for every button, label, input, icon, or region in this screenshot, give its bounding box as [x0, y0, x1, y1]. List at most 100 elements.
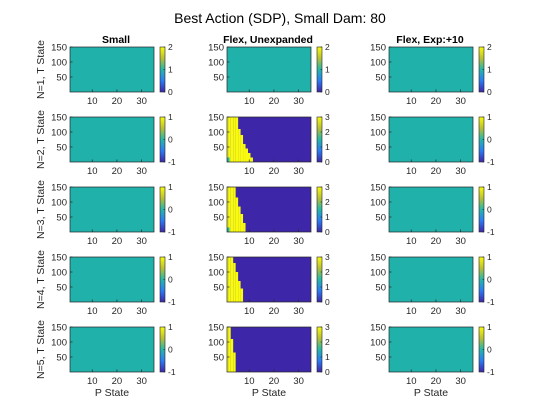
colorbar-tick-label: 2 — [325, 267, 330, 277]
heatmap-field — [70, 257, 154, 302]
colorbar — [316, 256, 323, 303]
y-tick-label: 100 — [208, 267, 224, 278]
colorbar-tick-label: 3 — [325, 252, 330, 262]
x-axis-label: P State — [252, 387, 286, 399]
x-tick-label: 20 — [431, 96, 442, 107]
y-tick-label: 100 — [370, 57, 386, 68]
colorbar-tick-label: -1 — [168, 227, 176, 237]
panel-r4-c2: 50 100 150 10 20 30 0 1 2 3 — [208, 252, 330, 317]
colorbar-tick-label: 2 — [325, 337, 330, 347]
figure-title: Best Action (SDP), Small Dam: 80 — [174, 10, 386, 26]
heatmap-cell — [227, 187, 229, 232]
x-axis-label: P State — [95, 387, 129, 399]
x-tick-label: 10 — [87, 376, 98, 387]
x-tick-label: 20 — [112, 166, 123, 177]
colorbar-tick-label: 1 — [325, 282, 330, 292]
y-tick-label: 50 — [213, 212, 224, 223]
panel-r5-c2: 50 100 150 10 20 30 P State 0 1 2 3 — [208, 322, 330, 399]
column-title-small: Small — [102, 34, 130, 46]
heatmap-cell — [245, 148, 248, 162]
x-tick-label: 20 — [112, 306, 123, 317]
colorbar-tick-label: 2 — [325, 42, 330, 52]
heatmap-cell — [240, 214, 244, 232]
x-tick-label: 20 — [269, 306, 280, 317]
x-tick-label: 10 — [406, 236, 417, 247]
colorbar-tick-label: 2 — [325, 127, 330, 137]
x-tick-label: 30 — [455, 96, 466, 107]
x-tick-label: 20 — [269, 236, 280, 247]
x-tick-label: 30 — [293, 96, 304, 107]
y-tick-label: 100 — [370, 267, 386, 278]
axes-box — [388, 326, 474, 373]
heatmap-cell — [228, 117, 231, 162]
x-tick-label: 30 — [136, 376, 147, 387]
heatmap-cell — [230, 117, 234, 162]
colorbar-tick-label: -1 — [487, 227, 495, 237]
y-tick-label: 100 — [370, 337, 386, 348]
colorbar-tick-label: 3 — [325, 182, 330, 192]
colorbar-tick-label: 2 — [168, 42, 173, 52]
y-tick-label: 100 — [208, 57, 224, 68]
panel-r2-c3: 50 100 150 10 20 30 -1 0 1 — [370, 112, 495, 177]
colorbar-tick-label: 1 — [325, 142, 330, 152]
x-tick-label: 30 — [136, 306, 147, 317]
colorbar-tick-label: -1 — [487, 157, 495, 167]
heatmap-cell — [230, 187, 234, 232]
heatmap-field — [227, 327, 311, 372]
heatmap-cell — [240, 288, 244, 302]
colorbar-tick-label: 1 — [325, 212, 330, 222]
heatmap-cell — [243, 144, 246, 162]
x-tick-label: 30 — [455, 376, 466, 387]
heatmap-cell — [235, 197, 239, 232]
y-tick-label: 100 — [370, 197, 386, 208]
colorbar-tick-label: 1 — [168, 112, 173, 122]
colorbar-tick-label: 1 — [168, 182, 173, 192]
panel-r3-c3: 50 100 150 10 20 30 -1 0 1 — [370, 182, 495, 247]
heatmap-cell — [227, 257, 229, 302]
colorbar-tick-label: 1 — [325, 352, 330, 362]
y-tick-label: 100 — [370, 127, 386, 138]
colorbar — [316, 326, 323, 373]
colorbar-tick-label: 2 — [325, 197, 330, 207]
axes-box — [69, 326, 155, 373]
x-tick-label: 20 — [431, 376, 442, 387]
y-tick-label: 50 — [213, 142, 224, 153]
axes-box — [226, 256, 312, 303]
x-tick-label: 30 — [136, 236, 147, 247]
column-title-flex-unexpanded: Flex, Unexpanded — [223, 34, 313, 46]
y-tick-label: 150 — [208, 322, 224, 333]
colorbar-tick-label: 0 — [325, 87, 330, 97]
heatmap-cell — [233, 263, 236, 302]
x-axis-label: P State — [414, 387, 448, 399]
y-tick-label: 100 — [51, 127, 67, 138]
heatmap-cell — [248, 153, 251, 162]
colorbar-tick-label: 0 — [325, 157, 330, 167]
x-tick-label: 20 — [431, 306, 442, 317]
colorbar-tick-label: 0 — [168, 345, 173, 355]
y-tick-label: 150 — [51, 182, 67, 193]
colorbar-tick-label: 0 — [325, 367, 330, 377]
y-tick-label: 50 — [56, 352, 67, 363]
axes-box — [226, 326, 312, 373]
colorbar-tick-label: 3 — [325, 322, 330, 332]
colorbar-tick-label: -1 — [168, 367, 176, 377]
panel-r4-c3: 50 100 150 10 20 30 -1 0 1 — [370, 252, 495, 317]
heatmap-field — [227, 47, 311, 92]
heatmap-cell — [233, 352, 236, 372]
colorbar-tick-label: 1 — [168, 65, 173, 75]
x-tick-label: 20 — [269, 166, 280, 177]
y-tick-label: 100 — [208, 197, 224, 208]
x-tick-label: 30 — [136, 166, 147, 177]
colorbar-tick-label: 1 — [487, 322, 492, 332]
heatmap-cell — [243, 223, 246, 232]
axes-box — [226, 46, 312, 93]
axes-box — [69, 46, 155, 93]
y-tick-label: 100 — [208, 127, 224, 138]
x-tick-label: 10 — [406, 376, 417, 387]
y-tick-label: 100 — [208, 337, 224, 348]
colorbar-tick-label: 1 — [487, 252, 492, 262]
heatmap-cell — [238, 281, 241, 302]
heatmap-field — [70, 327, 154, 372]
colorbar-tick-label: 1 — [487, 182, 492, 192]
x-tick-label: 10 — [244, 306, 255, 317]
